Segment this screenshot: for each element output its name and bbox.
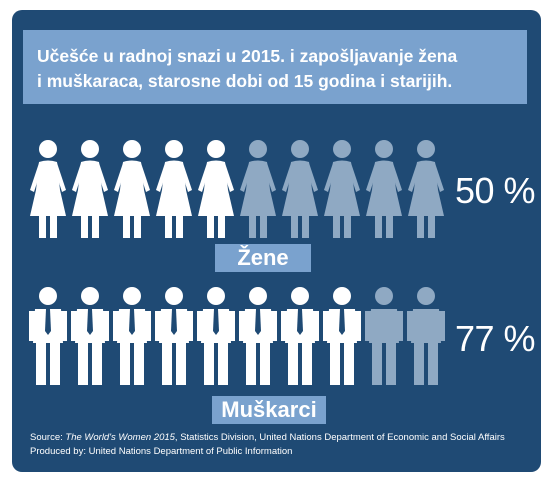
- woman-icon: [198, 140, 234, 238]
- woman-icon: [30, 140, 66, 238]
- source-prefix: Source:: [30, 432, 66, 443]
- woman-icon: [240, 140, 276, 238]
- woman-icon: [282, 140, 318, 238]
- woman-icon: [324, 140, 360, 238]
- man-icon: [71, 287, 109, 385]
- title-line-1: Učešće u radnoj snazi u 2015. i zapošlja…: [37, 46, 458, 66]
- man-icon: [197, 287, 235, 385]
- woman-icon: [114, 140, 150, 238]
- woman-icon: [156, 140, 192, 238]
- women-icon-row: [25, 138, 445, 238]
- men-label: Muškarci: [212, 396, 326, 424]
- source-title: The World's Women 2015: [65, 432, 175, 443]
- man-icon: [239, 287, 277, 385]
- produced-by: Produced by: United Nations Department o…: [30, 446, 293, 457]
- title-line-2: i muškaraca, starosne dobi od 15 godina …: [37, 71, 453, 91]
- source-line: Source: The World's Women 2015, Statisti…: [30, 432, 505, 443]
- man-icon: [29, 287, 67, 385]
- man-icon: [155, 287, 193, 385]
- men-percentage: 77 %: [455, 318, 536, 359]
- men-pictogram: [29, 287, 445, 385]
- man-icon: [281, 287, 319, 385]
- woman-icon: [72, 140, 108, 238]
- man-icon: [113, 287, 151, 385]
- women-label: Žene: [215, 244, 311, 272]
- women-pictogram: [30, 140, 444, 238]
- man-icon: [323, 287, 361, 385]
- man-icon: [407, 287, 445, 385]
- man-icon: [365, 287, 403, 385]
- men-icon-row: [25, 285, 445, 385]
- women-percentage: 50 %: [455, 170, 536, 211]
- source-rest: , Statistics Division, United Nations De…: [174, 432, 505, 443]
- title-box: Učešće u radnoj snazi u 2015. i zapošlja…: [23, 30, 527, 104]
- woman-icon: [408, 140, 444, 238]
- woman-icon: [366, 140, 402, 238]
